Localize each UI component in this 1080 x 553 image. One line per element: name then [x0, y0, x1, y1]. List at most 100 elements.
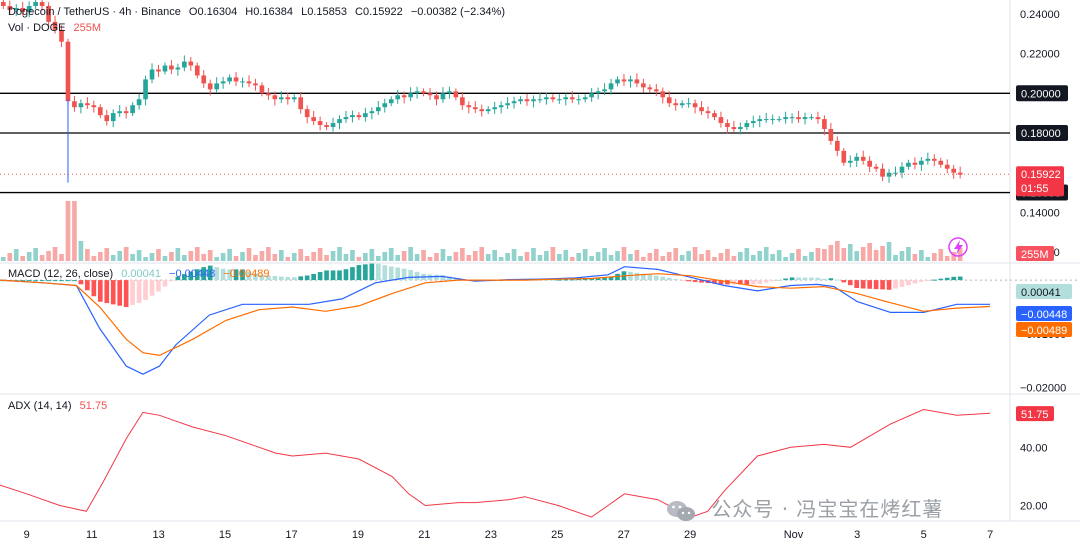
- macd-histogram-bar: [679, 280, 685, 282]
- candle: [789, 117, 795, 119]
- macd-histogram-bar: [233, 269, 239, 281]
- volume-bar: [26, 252, 32, 261]
- macd-histogram-bar: [162, 280, 168, 287]
- horizontal-level-label: 0.18000: [1016, 125, 1068, 141]
- alert-bolt-icon: [948, 237, 968, 257]
- volume-bar: [763, 247, 769, 261]
- volume-bar: [427, 257, 433, 261]
- volume-bar: [401, 251, 407, 261]
- candle: [143, 79, 148, 100]
- macd-histogram-bar: [207, 265, 213, 281]
- price-tick-label: 0.24000: [1020, 9, 1060, 21]
- candle: [434, 95, 439, 100]
- macd-signal-badge: −0.00489: [1016, 322, 1072, 337]
- macd-histogram-bar: [822, 278, 827, 281]
- candle: [783, 117, 788, 120]
- macd-histogram-bar: [873, 280, 879, 290]
- macd-histogram-bar: [59, 280, 64, 282]
- candle: [641, 83, 646, 88]
- volume-bar: [725, 249, 730, 261]
- candle: [828, 129, 834, 141]
- candle: [880, 168, 885, 177]
- candle: [46, 5, 51, 22]
- symbol-label[interactable]: Dogecoin / TetherUS · 4h · Binance: [8, 6, 181, 18]
- macd-series-macd: [0, 266, 991, 375]
- candle: [485, 109, 491, 112]
- candle: [20, 7, 26, 12]
- candle: [233, 77, 239, 82]
- candle: [815, 117, 821, 120]
- candle: [873, 166, 879, 169]
- time-axis-label: 7: [987, 529, 993, 541]
- macd-histogram-bar: [363, 264, 368, 281]
- volume-bar: [518, 256, 523, 261]
- volume-bar: [628, 254, 633, 261]
- volume-bar: [582, 249, 588, 261]
- candle: [33, 2, 38, 6]
- candle: [408, 93, 413, 98]
- volume-bar: [738, 252, 743, 261]
- candle: [259, 85, 265, 94]
- candle: [498, 105, 504, 108]
- volume-bar: [602, 248, 607, 261]
- macd-histogram-bar: [718, 280, 724, 285]
- volume-bar: [382, 252, 388, 261]
- volume-bar: [770, 254, 776, 261]
- macd-signal-badge-bg: [1016, 322, 1072, 337]
- adx-legend: ADX (14, 14) 51.75: [8, 400, 112, 412]
- volume-bar: [834, 241, 840, 261]
- volume-bar: [434, 253, 439, 261]
- adx-label: ADX (14, 14): [8, 400, 72, 412]
- candle: [505, 103, 510, 106]
- macd-histogram-bar: [259, 274, 265, 281]
- volume-bar: [718, 253, 724, 261]
- volume-bar: [893, 255, 898, 261]
- horizontal-level-label-bg: [1016, 85, 1068, 102]
- candle: [621, 79, 627, 82]
- macd-histogram-bar: [550, 279, 556, 281]
- volume-bar: [59, 254, 64, 261]
- volume-bar: [39, 255, 45, 261]
- macd-histogram-bar: [388, 266, 394, 281]
- macd-legend: MACD (12, 26, close) 0.00041 −0.00448 −0…: [8, 268, 274, 280]
- candle: [13, 7, 19, 10]
- macd-histogram-bar: [647, 274, 653, 281]
- macd-histogram-bar: [110, 280, 116, 305]
- candle: [130, 105, 135, 114]
- volume-bar: [783, 257, 788, 261]
- candle: [427, 93, 433, 96]
- volume-bar: [589, 256, 594, 261]
- macd-histogram-bar: [602, 277, 607, 281]
- macd-histogram-bar: [944, 277, 950, 281]
- macd-histogram-bar: [272, 276, 278, 281]
- volume-bar: [731, 256, 737, 261]
- candle: [796, 117, 801, 120]
- candle: [919, 160, 924, 165]
- macd-histogram-bar: [653, 275, 659, 281]
- volume-bar: [33, 248, 38, 261]
- volume-bar: [388, 248, 394, 261]
- volume-bar: [544, 251, 549, 261]
- candle: [136, 99, 142, 106]
- candle: [854, 156, 860, 161]
- candle: [524, 99, 530, 102]
- candle: [240, 81, 245, 83]
- candle: [7, 5, 13, 10]
- candle: [149, 69, 155, 80]
- macd-hist-value: 0.00041: [121, 268, 161, 280]
- macd-histogram-bar: [46, 280, 51, 282]
- volume-bar: [479, 247, 485, 261]
- volume-bar: [188, 251, 194, 261]
- volume-bar: [485, 254, 491, 261]
- candle: [666, 97, 672, 104]
- candle: [388, 99, 394, 104]
- macd-histogram-bar: [356, 265, 362, 281]
- time-axis-label: 29: [684, 529, 696, 541]
- macd-hist-badge: 0.00041: [1016, 284, 1072, 299]
- volume-bar: [796, 249, 801, 261]
- candle: [951, 168, 957, 173]
- candle: [492, 107, 498, 110]
- candle: [660, 91, 666, 98]
